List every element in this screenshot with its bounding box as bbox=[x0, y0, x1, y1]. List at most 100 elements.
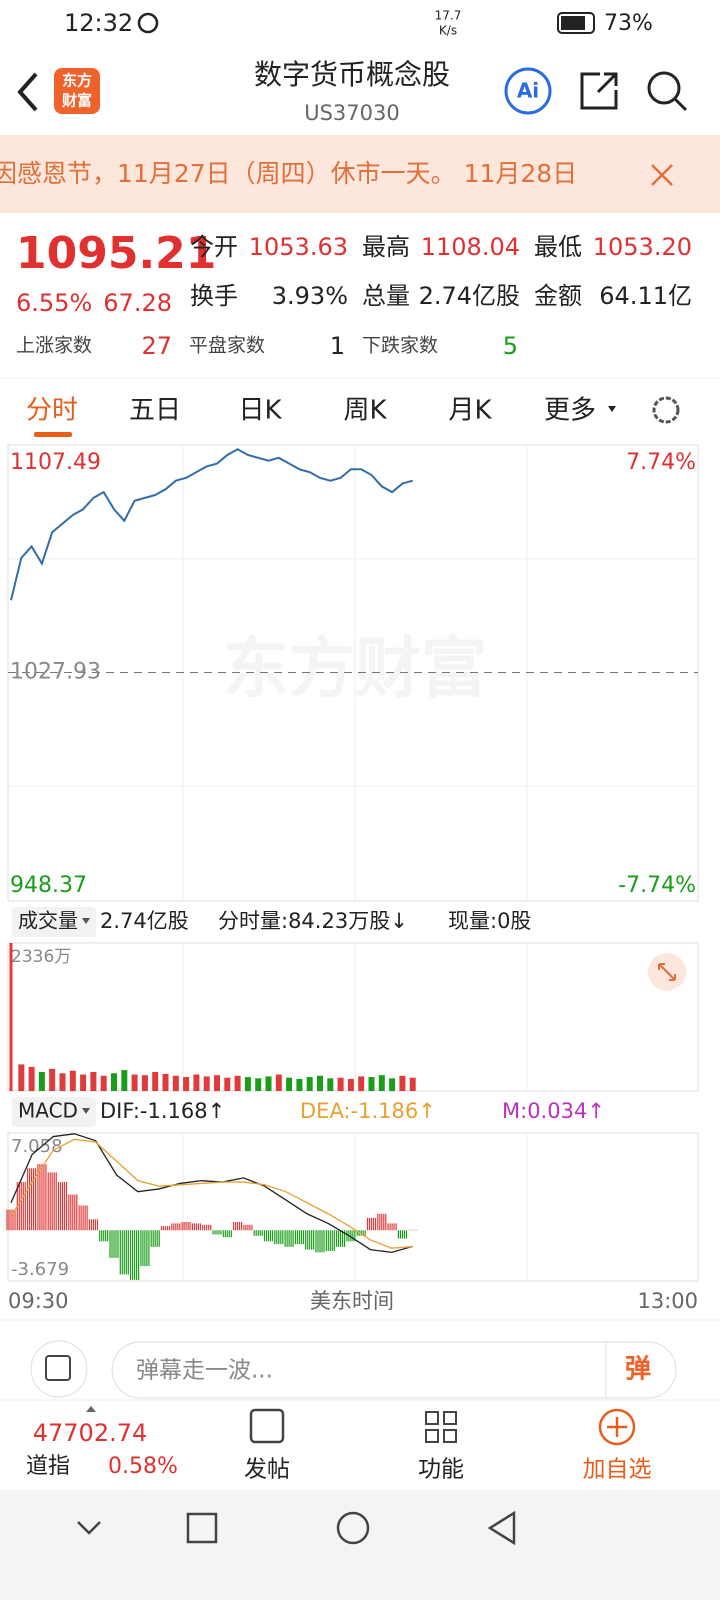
breadth-value: 27 bbox=[141, 332, 172, 360]
macd-frame bbox=[7, 1132, 699, 1282]
volume-bar bbox=[90, 1071, 97, 1091]
sys-nav-back[interactable] bbox=[487, 1510, 516, 1546]
field-label: 最低 bbox=[534, 233, 582, 261]
volume-bar bbox=[80, 1074, 87, 1091]
volume-bar bbox=[389, 1078, 396, 1091]
volume-bar bbox=[234, 1075, 241, 1091]
volume-bar bbox=[337, 1077, 344, 1091]
volume-total: 2.74亿股 bbox=[100, 909, 189, 933]
volume-selector[interactable] bbox=[12, 907, 96, 937]
dropdown-arrow bbox=[608, 406, 616, 412]
tabs: 分时 五日 日K 周K 月K 更多 bbox=[26, 396, 616, 426]
volume-bar bbox=[152, 1071, 159, 1091]
volume-bar bbox=[224, 1077, 231, 1091]
nav-post[interactable]: 发帖 bbox=[244, 1457, 290, 1483]
add-icon bbox=[598, 1408, 636, 1446]
net-speed: 17.7 bbox=[435, 9, 462, 23]
battery-icon bbox=[557, 12, 595, 34]
sys-nav-home[interactable] bbox=[336, 1511, 370, 1545]
sys-nav-recent[interactable] bbox=[186, 1512, 218, 1544]
volume-bar bbox=[49, 1068, 56, 1091]
macd-line bbox=[10, 1138, 413, 1249]
logo[interactable] bbox=[54, 68, 100, 114]
volume-bar bbox=[358, 1076, 365, 1091]
field-value: 3.93% bbox=[272, 282, 348, 310]
breadth-label: 上涨家数 bbox=[16, 335, 92, 357]
minute-volume: 分时量:84.23万股↓ bbox=[218, 909, 408, 933]
comment-input[interactable] bbox=[111, 1341, 677, 1399]
volume-selector-text: 成交量 bbox=[18, 909, 78, 933]
macd-line bbox=[10, 1133, 413, 1254]
field-label: 换手 bbox=[190, 282, 238, 310]
y-tick-label: 948.37 bbox=[10, 873, 87, 898]
func-icon bbox=[443, 1429, 457, 1443]
volume-bar bbox=[100, 1075, 107, 1091]
change: 67.28 bbox=[103, 289, 172, 317]
tab[interactable]: 周K bbox=[343, 396, 387, 426]
nav-watchlist[interactable]: 加自选 bbox=[583, 1457, 652, 1483]
change-pct: 6.55% bbox=[16, 289, 92, 317]
dropdown-arrow bbox=[82, 918, 90, 924]
volume-bar bbox=[327, 1078, 334, 1091]
tab[interactable]: 月K bbox=[448, 396, 492, 426]
field-label: 金额 bbox=[534, 282, 582, 310]
volume-bar bbox=[121, 1070, 128, 1091]
alarm-icon bbox=[137, 12, 159, 34]
volume-bar bbox=[18, 1064, 25, 1091]
volume-bar bbox=[172, 1075, 179, 1091]
volume-bar bbox=[28, 1066, 35, 1091]
quote-fields: 今开 1053.63 最高 1108.04 最低 1053.20 换手 3.93% 总量 2.74… bbox=[16, 233, 692, 360]
search-button[interactable] bbox=[647, 71, 681, 105]
page-title: 数字货币概念股 bbox=[254, 58, 450, 91]
banner-bg bbox=[0, 135, 720, 213]
nav-function[interactable]: 功能 bbox=[418, 1457, 464, 1483]
back-button[interactable] bbox=[17, 72, 38, 112]
add-icon bbox=[607, 1417, 627, 1437]
share-button[interactable] bbox=[580, 72, 618, 110]
volume-bar bbox=[111, 1073, 117, 1091]
breadth-label: 下跌家数 bbox=[362, 335, 438, 357]
volume-bar bbox=[193, 1074, 200, 1091]
volume-bar bbox=[59, 1073, 66, 1091]
price-line bbox=[10, 448, 413, 601]
sys-nav-down[interactable] bbox=[77, 1521, 101, 1535]
volume-bar bbox=[183, 1077, 190, 1091]
ai-button[interactable] bbox=[504, 67, 552, 115]
system-nav-bg bbox=[0, 1490, 720, 1600]
tab[interactable]: 日K bbox=[238, 396, 282, 426]
volume-bar bbox=[162, 1073, 169, 1091]
battery-text: 73% bbox=[604, 11, 653, 36]
y2-tick-label: -7.74% bbox=[618, 873, 696, 898]
volume-bar bbox=[141, 1075, 148, 1091]
field-value: 1053.20 bbox=[593, 233, 692, 261]
tab[interactable]: 五日 bbox=[129, 396, 181, 426]
func-icon bbox=[425, 1429, 439, 1443]
banner-close[interactable] bbox=[651, 164, 673, 186]
field-label: 最高 bbox=[362, 233, 410, 261]
field-label: 今开 bbox=[190, 233, 238, 261]
func-icon bbox=[425, 1411, 439, 1425]
field-value: 64.11亿 bbox=[599, 282, 692, 310]
y-tick-label: 2336万 bbox=[11, 947, 71, 967]
tab[interactable]: 分时 bbox=[26, 396, 78, 426]
index-value[interactable]: 47702.74 bbox=[33, 1419, 148, 1447]
stock-code: US37030 bbox=[304, 101, 400, 125]
macd-selector[interactable] bbox=[12, 1097, 96, 1127]
volume-bar bbox=[347, 1078, 354, 1091]
y-tick-label: 1027.93 bbox=[10, 660, 101, 685]
comment-settings[interactable] bbox=[30, 1340, 88, 1398]
current-volume: 现量:0股 bbox=[448, 909, 531, 933]
y2-tick-label: 7.74% bbox=[626, 450, 696, 475]
danmaku-button[interactable]: 弹 bbox=[625, 1355, 651, 1385]
settings-button[interactable] bbox=[652, 396, 680, 424]
index-arrow bbox=[86, 1406, 96, 1412]
y-tick-label: -3.679 bbox=[11, 1259, 69, 1280]
tab[interactable]: 更多 bbox=[544, 396, 596, 426]
field-value: 1108.04 bbox=[421, 233, 520, 261]
volume-bar bbox=[9, 943, 13, 1091]
field-label: 总量 bbox=[362, 282, 410, 310]
field-value: 1053.63 bbox=[249, 233, 348, 261]
tab-underline bbox=[34, 432, 72, 437]
volume-bar bbox=[255, 1078, 262, 1091]
